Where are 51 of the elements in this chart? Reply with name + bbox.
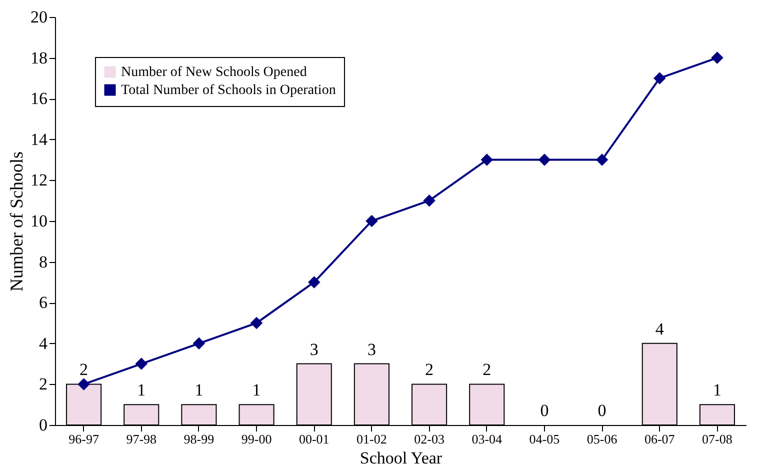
point (135, 358, 148, 370)
y-tick-label: 10 (30, 212, 48, 230)
x-tick-label: 99-00 (241, 432, 272, 446)
y-tick-label: 12 (30, 170, 48, 190)
y-tick-label: 8 (39, 252, 48, 272)
point (78, 378, 90, 390)
y-tick-label: 18 (30, 48, 48, 68)
x-tick-label: 05-06 (586, 432, 618, 446)
point (250, 316, 263, 330)
point (711, 52, 724, 64)
x-tick-label: 07-08 (702, 432, 732, 446)
data-label: 1 (252, 380, 261, 400)
data-label: 3 (367, 340, 376, 359)
y-tick-label: 6 (39, 293, 48, 312)
y-tick-label: 2 (39, 374, 48, 394)
data-label: 3 (310, 340, 318, 359)
point (538, 154, 551, 166)
x-tick-label: 03-04 (472, 432, 503, 446)
x-tick-label: 00-01 (298, 432, 330, 446)
point (654, 72, 666, 84)
data-label: 2 (80, 360, 88, 380)
x-axis-title: School Year (360, 448, 442, 468)
data-label: 1 (194, 380, 204, 400)
data-label: 4 (655, 319, 664, 338)
x-tick-label: 96-97 (68, 432, 100, 446)
y-tick-label: 0 (39, 416, 48, 434)
data-label: 0 (540, 401, 549, 420)
data-label: 2 (482, 360, 492, 380)
point (423, 194, 436, 207)
x-tick-label: 04-05 (529, 432, 560, 446)
x-tick-label: 97-98 (126, 432, 157, 446)
point (192, 337, 206, 350)
data-label: 1 (137, 380, 146, 400)
data-label: 2 (425, 360, 434, 380)
point (596, 154, 608, 166)
point (308, 276, 320, 288)
y-tick-label: 20 (30, 8, 48, 26)
y-tick-label: 14 (30, 130, 48, 149)
legend-label: Number of New Schools Opened (121, 65, 307, 80)
point (480, 154, 493, 166)
x-tick-label: 98-99 (184, 432, 214, 446)
y-tick-label: 4 (39, 334, 48, 353)
x-tick-label: 06-07 (644, 432, 676, 446)
legend-label: Total Number of Schools in Operation (121, 83, 336, 98)
data-label: 1 (712, 380, 722, 400)
x-tick-label: 02-03 (414, 432, 444, 446)
y-tick-label: 16 (30, 89, 48, 108)
y-axis-title: Number of Schools (6, 152, 26, 292)
point (366, 214, 378, 228)
data-label: 0 (598, 401, 606, 420)
x-tick-label: 01-02 (356, 432, 387, 446)
